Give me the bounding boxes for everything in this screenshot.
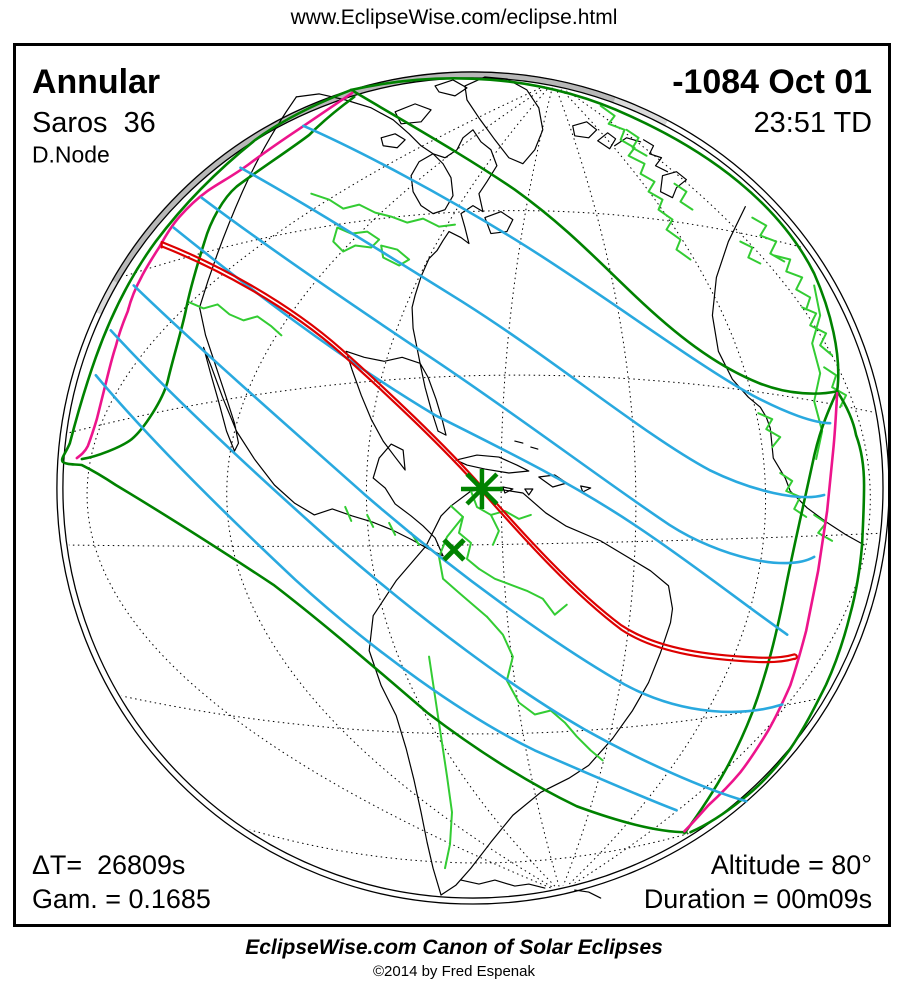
altitude-label: Altitude = 80° bbox=[711, 850, 872, 880]
penumbral-limit-curves bbox=[60, 77, 866, 835]
country-borders bbox=[188, 104, 848, 870]
greatest-eclipse-star bbox=[460, 469, 503, 509]
saros-label: Saros 36 bbox=[32, 107, 156, 139]
site-url-title: www.EclipseWise.com/eclipse.html bbox=[290, 6, 618, 29]
eclipse-type-label: Annular bbox=[32, 63, 160, 101]
eclipse-date-label: -1084 Oct 01 bbox=[672, 63, 872, 101]
eclipse-magnitude-contours bbox=[94, 124, 832, 812]
footer-copyright: ©2014 by Fred Espenak bbox=[373, 963, 535, 980]
eclipse-map: Annular Saros 36 D.Node -1084 Oct 01 23:… bbox=[32, 63, 888, 914]
subsolar-x bbox=[442, 538, 466, 562]
node-label: D.Node bbox=[32, 142, 110, 168]
gamma-label: Gam. = 0.1685 bbox=[32, 884, 211, 914]
duration-label: Duration = 00m09s bbox=[644, 884, 872, 914]
delta-t-label: ΔT= 26809s bbox=[32, 850, 185, 880]
central-path bbox=[160, 240, 798, 664]
map-labels: Annular Saros 36 D.Node -1084 Oct 01 23:… bbox=[32, 63, 872, 914]
eclipse-map-frame: Annular Saros 36 D.Node -1084 Oct 01 23:… bbox=[13, 43, 891, 927]
limb-shading bbox=[96, 71, 668, 315]
sunrise-sunset-curves bbox=[75, 91, 839, 833]
eclipse-time-label: 23:51 TD bbox=[754, 107, 872, 139]
footer-title: EclipseWise.com Canon of Solar Eclipses bbox=[245, 936, 663, 959]
